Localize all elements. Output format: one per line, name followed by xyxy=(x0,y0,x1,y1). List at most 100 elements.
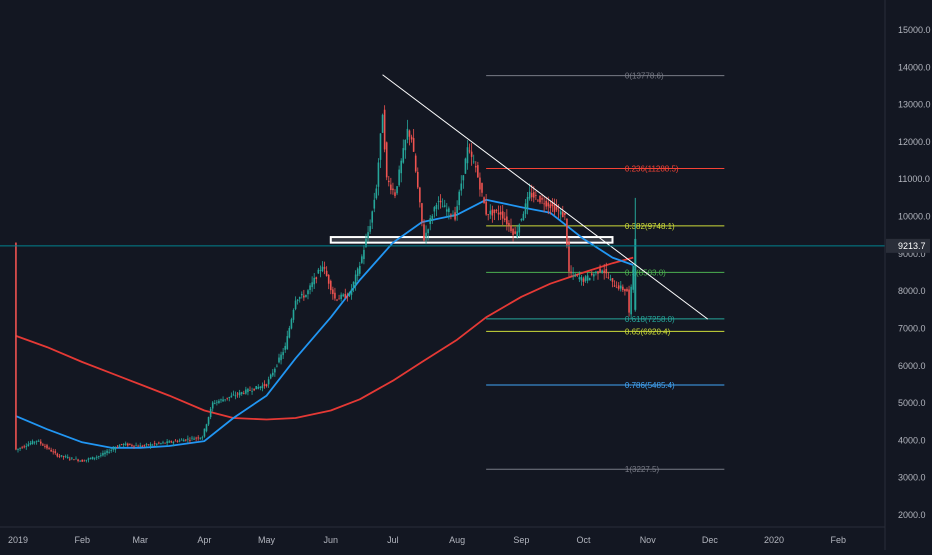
candle xyxy=(85,459,88,463)
candle xyxy=(545,196,548,210)
candle xyxy=(590,271,593,277)
price-tick-label: 6000.0 xyxy=(898,361,926,371)
candle xyxy=(425,225,427,245)
candle xyxy=(313,273,316,289)
candle xyxy=(342,293,345,298)
candle xyxy=(379,133,382,169)
time-tick-label: Jul xyxy=(387,535,399,545)
candle xyxy=(25,443,28,450)
candle xyxy=(576,273,579,278)
time-tick-label: Feb xyxy=(831,535,847,545)
candle xyxy=(371,210,374,229)
candle xyxy=(124,441,127,447)
candle xyxy=(566,218,568,249)
candle xyxy=(514,226,516,235)
candle xyxy=(71,457,73,461)
breakout-candle xyxy=(634,197,637,312)
candle xyxy=(207,416,210,426)
trendline xyxy=(382,74,709,320)
candle xyxy=(307,289,309,300)
candle xyxy=(344,288,347,299)
candle xyxy=(543,196,545,213)
candle xyxy=(524,199,527,219)
candle xyxy=(539,195,541,205)
candle xyxy=(79,460,81,462)
candle xyxy=(462,175,465,189)
candle xyxy=(441,198,444,208)
candle xyxy=(632,265,635,293)
price-candles xyxy=(15,105,637,463)
candle xyxy=(336,298,338,302)
candle xyxy=(100,452,102,458)
candle xyxy=(205,423,208,433)
candle xyxy=(373,192,376,213)
candle xyxy=(52,448,55,455)
candle xyxy=(369,219,371,235)
candle xyxy=(147,444,150,446)
price-tick-label: 2000.0 xyxy=(898,510,926,520)
fib-level-label: 1(3227.5) xyxy=(625,465,660,474)
candle xyxy=(586,272,589,284)
candle xyxy=(450,213,452,220)
candle xyxy=(184,439,187,442)
candle xyxy=(216,399,218,406)
candle xyxy=(460,175,463,196)
candle xyxy=(213,400,216,405)
candle xyxy=(607,271,610,280)
candle xyxy=(81,459,84,462)
price-tick-label: 5000.0 xyxy=(898,398,926,408)
candle xyxy=(593,272,595,281)
time-tick-label: Dec xyxy=(702,535,719,545)
candle xyxy=(358,261,361,277)
candle xyxy=(274,367,276,377)
candle xyxy=(158,441,160,445)
candle xyxy=(240,391,243,396)
candle xyxy=(46,443,48,450)
candle xyxy=(222,396,224,402)
candle xyxy=(377,158,380,196)
candle xyxy=(201,435,204,440)
fast-ma-line xyxy=(15,198,634,449)
time-axis[interactable]: 2019 Feb Mar Apr May Jun Jul Aug Sep Oct Nov Dec 202… xyxy=(8,535,846,545)
candle xyxy=(493,209,496,221)
candle xyxy=(218,399,220,404)
candle xyxy=(42,442,44,446)
candle xyxy=(414,153,417,173)
candle xyxy=(510,218,512,234)
candle xyxy=(402,139,405,164)
candle xyxy=(315,276,318,284)
candle xyxy=(483,196,485,204)
candle xyxy=(375,184,378,200)
candle xyxy=(294,296,297,311)
candle xyxy=(617,282,620,291)
candle xyxy=(263,380,266,389)
candle xyxy=(305,294,307,298)
candle xyxy=(466,140,469,170)
candle xyxy=(145,442,148,448)
candle xyxy=(162,440,164,445)
candle xyxy=(259,386,262,391)
candle xyxy=(251,387,253,395)
price-tick-label: 12000.0 xyxy=(898,137,931,147)
time-tick-label: Sep xyxy=(513,535,529,545)
candle xyxy=(574,273,577,278)
candle xyxy=(195,436,197,442)
price-tick-label: 10000.0 xyxy=(898,212,931,222)
candle xyxy=(176,439,179,443)
candle xyxy=(143,444,146,448)
candle xyxy=(129,443,131,446)
candle xyxy=(321,261,324,273)
candle xyxy=(257,384,260,390)
candle xyxy=(269,373,272,380)
candle xyxy=(624,288,626,296)
candle xyxy=(276,364,278,368)
candle xyxy=(474,161,477,173)
price-axis[interactable]: 15000.0 14000.0 13000.0 12000.0 11000.0 10000… xyxy=(898,25,931,520)
candle xyxy=(419,186,421,208)
candle xyxy=(564,212,566,221)
candle xyxy=(102,450,104,457)
candle xyxy=(387,175,390,187)
candle xyxy=(381,113,384,134)
candle xyxy=(230,392,233,398)
